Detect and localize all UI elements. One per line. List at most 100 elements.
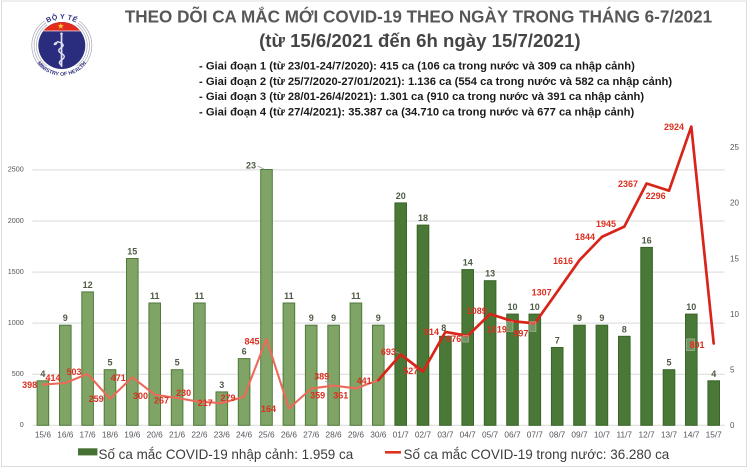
svg-text:15: 15 bbox=[127, 247, 137, 257]
svg-text:845: 845 bbox=[244, 337, 259, 347]
svg-text:14: 14 bbox=[463, 258, 473, 268]
svg-text:Số ca mắc COVID-19 trong nước:: Số ca mắc COVID-19 trong nước: 36.280 ca bbox=[404, 447, 670, 462]
svg-text:28/6: 28/6 bbox=[326, 429, 343, 439]
svg-text:18/6: 18/6 bbox=[102, 429, 119, 439]
svg-text:2296: 2296 bbox=[646, 191, 666, 201]
svg-text:361: 361 bbox=[333, 391, 348, 401]
svg-text:503: 503 bbox=[66, 367, 81, 377]
svg-text:20: 20 bbox=[730, 199, 739, 208]
svg-text:997: 997 bbox=[513, 329, 528, 339]
svg-text:01/7: 01/7 bbox=[393, 429, 410, 439]
svg-text:0: 0 bbox=[20, 420, 24, 429]
svg-text:471: 471 bbox=[111, 373, 126, 383]
svg-text:19/6: 19/6 bbox=[124, 429, 141, 439]
svg-text:1616: 1616 bbox=[553, 256, 573, 266]
svg-text:13: 13 bbox=[485, 269, 495, 279]
svg-text:15/6: 15/6 bbox=[35, 429, 52, 439]
svg-text:1945: 1945 bbox=[596, 219, 616, 229]
svg-text:527: 527 bbox=[403, 366, 418, 376]
svg-text:11: 11 bbox=[195, 291, 205, 301]
svg-text:- Giai đoạn 4 (từ 27/4/2021):: - Giai đoạn 4 (từ 27/4/2021): 35.387 ca … bbox=[199, 107, 634, 119]
svg-text:5: 5 bbox=[175, 358, 180, 368]
svg-text:5: 5 bbox=[107, 358, 112, 368]
svg-text:6: 6 bbox=[242, 347, 247, 357]
svg-text:20: 20 bbox=[396, 191, 406, 201]
svg-text:0: 0 bbox=[730, 421, 735, 430]
svg-text:BỘ Y TẾ: BỘ Y TẾ bbox=[45, 12, 79, 25]
svg-text:164: 164 bbox=[261, 404, 276, 414]
svg-text:8: 8 bbox=[441, 323, 446, 333]
svg-text:1019: 1019 bbox=[487, 325, 507, 335]
svg-text:04/7: 04/7 bbox=[460, 429, 477, 439]
svg-text:359: 359 bbox=[310, 391, 325, 401]
svg-text:8: 8 bbox=[622, 324, 627, 334]
svg-text:5: 5 bbox=[730, 366, 735, 375]
svg-text:12/7: 12/7 bbox=[639, 429, 656, 439]
svg-text:30/6: 30/6 bbox=[370, 429, 387, 439]
svg-text:2000: 2000 bbox=[8, 216, 24, 225]
svg-text:15/7: 15/7 bbox=[706, 429, 723, 439]
svg-text:217: 217 bbox=[198, 398, 213, 408]
svg-text:23/6: 23/6 bbox=[214, 429, 231, 439]
svg-text:1307: 1307 bbox=[532, 287, 552, 297]
svg-text:1500: 1500 bbox=[8, 267, 24, 276]
svg-text:9: 9 bbox=[577, 313, 582, 323]
svg-text:21/6: 21/6 bbox=[169, 429, 186, 439]
svg-text:THEO DÕI CA MẮC MỚI COVID-19 T: THEO DÕI CA MẮC MỚI COVID-19 THEO NGÀY T… bbox=[125, 7, 713, 27]
svg-text:230: 230 bbox=[176, 388, 191, 398]
svg-text:05/7: 05/7 bbox=[482, 429, 499, 439]
svg-text:267: 267 bbox=[154, 396, 169, 406]
svg-text:10: 10 bbox=[730, 310, 739, 319]
svg-text:1089: 1089 bbox=[467, 306, 487, 316]
svg-text:9: 9 bbox=[599, 313, 604, 323]
svg-text:693: 693 bbox=[381, 347, 396, 357]
svg-text:08/7: 08/7 bbox=[549, 429, 566, 439]
svg-text:25/6: 25/6 bbox=[258, 429, 275, 439]
svg-text:13/7: 13/7 bbox=[661, 429, 678, 439]
svg-text:10: 10 bbox=[507, 302, 517, 312]
svg-text:9: 9 bbox=[309, 313, 314, 323]
svg-text:03/7: 03/7 bbox=[437, 429, 454, 439]
svg-text:9: 9 bbox=[331, 313, 336, 323]
svg-text:- Giai đoạn 2 (từ 25/7/2020-27: - Giai đoạn 2 (từ 25/7/2020-27/01/2021):… bbox=[199, 76, 672, 88]
svg-text:4: 4 bbox=[40, 369, 45, 379]
svg-text:15: 15 bbox=[730, 254, 739, 263]
svg-text:1000: 1000 bbox=[8, 318, 24, 327]
svg-text:398: 398 bbox=[22, 380, 37, 390]
svg-text:22/6: 22/6 bbox=[191, 429, 208, 439]
svg-text:17/6: 17/6 bbox=[80, 429, 97, 439]
svg-text:18: 18 bbox=[418, 213, 428, 223]
svg-text:10: 10 bbox=[686, 302, 696, 312]
svg-text:11/7: 11/7 bbox=[617, 429, 633, 439]
svg-text:9: 9 bbox=[376, 313, 381, 323]
svg-text:11: 11 bbox=[284, 291, 294, 301]
svg-text:16: 16 bbox=[642, 235, 652, 245]
svg-text:14/7: 14/7 bbox=[683, 429, 700, 439]
svg-text:279: 279 bbox=[220, 393, 235, 403]
svg-text:12: 12 bbox=[83, 280, 93, 290]
svg-text:11: 11 bbox=[351, 291, 361, 301]
svg-text:7: 7 bbox=[555, 336, 560, 346]
svg-text:29/6: 29/6 bbox=[348, 429, 365, 439]
svg-text:414: 414 bbox=[45, 373, 60, 383]
svg-text:(từ 15/6/2021 đến 6h ngày 15/7: (từ 15/6/2021 đến 6h ngày 15/7/2021) bbox=[259, 30, 580, 51]
svg-text:5: 5 bbox=[666, 358, 671, 368]
svg-text:Số ca mắc COVID-19 nhập cảnh:: Số ca mắc COVID-19 nhập cảnh: 1.959 ca bbox=[99, 447, 354, 462]
svg-text:24/6: 24/6 bbox=[236, 429, 253, 439]
svg-text:10/7: 10/7 bbox=[594, 429, 611, 439]
svg-text:02/7: 02/7 bbox=[415, 429, 432, 439]
svg-text:259: 259 bbox=[89, 394, 104, 404]
svg-text:- Giai đoạn 3 (từ 28/01-26/4/2: - Giai đoạn 3 (từ 28/01-26/4/2021): 1.30… bbox=[199, 91, 644, 103]
svg-text:06/7: 06/7 bbox=[504, 429, 521, 439]
svg-text:801: 801 bbox=[689, 340, 704, 350]
svg-text:300: 300 bbox=[133, 391, 148, 401]
svg-text:389: 389 bbox=[314, 371, 329, 381]
svg-text:9: 9 bbox=[63, 313, 68, 323]
svg-text:16/6: 16/6 bbox=[57, 429, 74, 439]
svg-text:07/7: 07/7 bbox=[527, 429, 544, 439]
svg-text:27/6: 27/6 bbox=[303, 429, 320, 439]
svg-text:11: 11 bbox=[150, 291, 160, 301]
svg-text:500: 500 bbox=[12, 369, 24, 378]
svg-text:441: 441 bbox=[357, 376, 372, 386]
svg-text:20/6: 20/6 bbox=[147, 429, 164, 439]
